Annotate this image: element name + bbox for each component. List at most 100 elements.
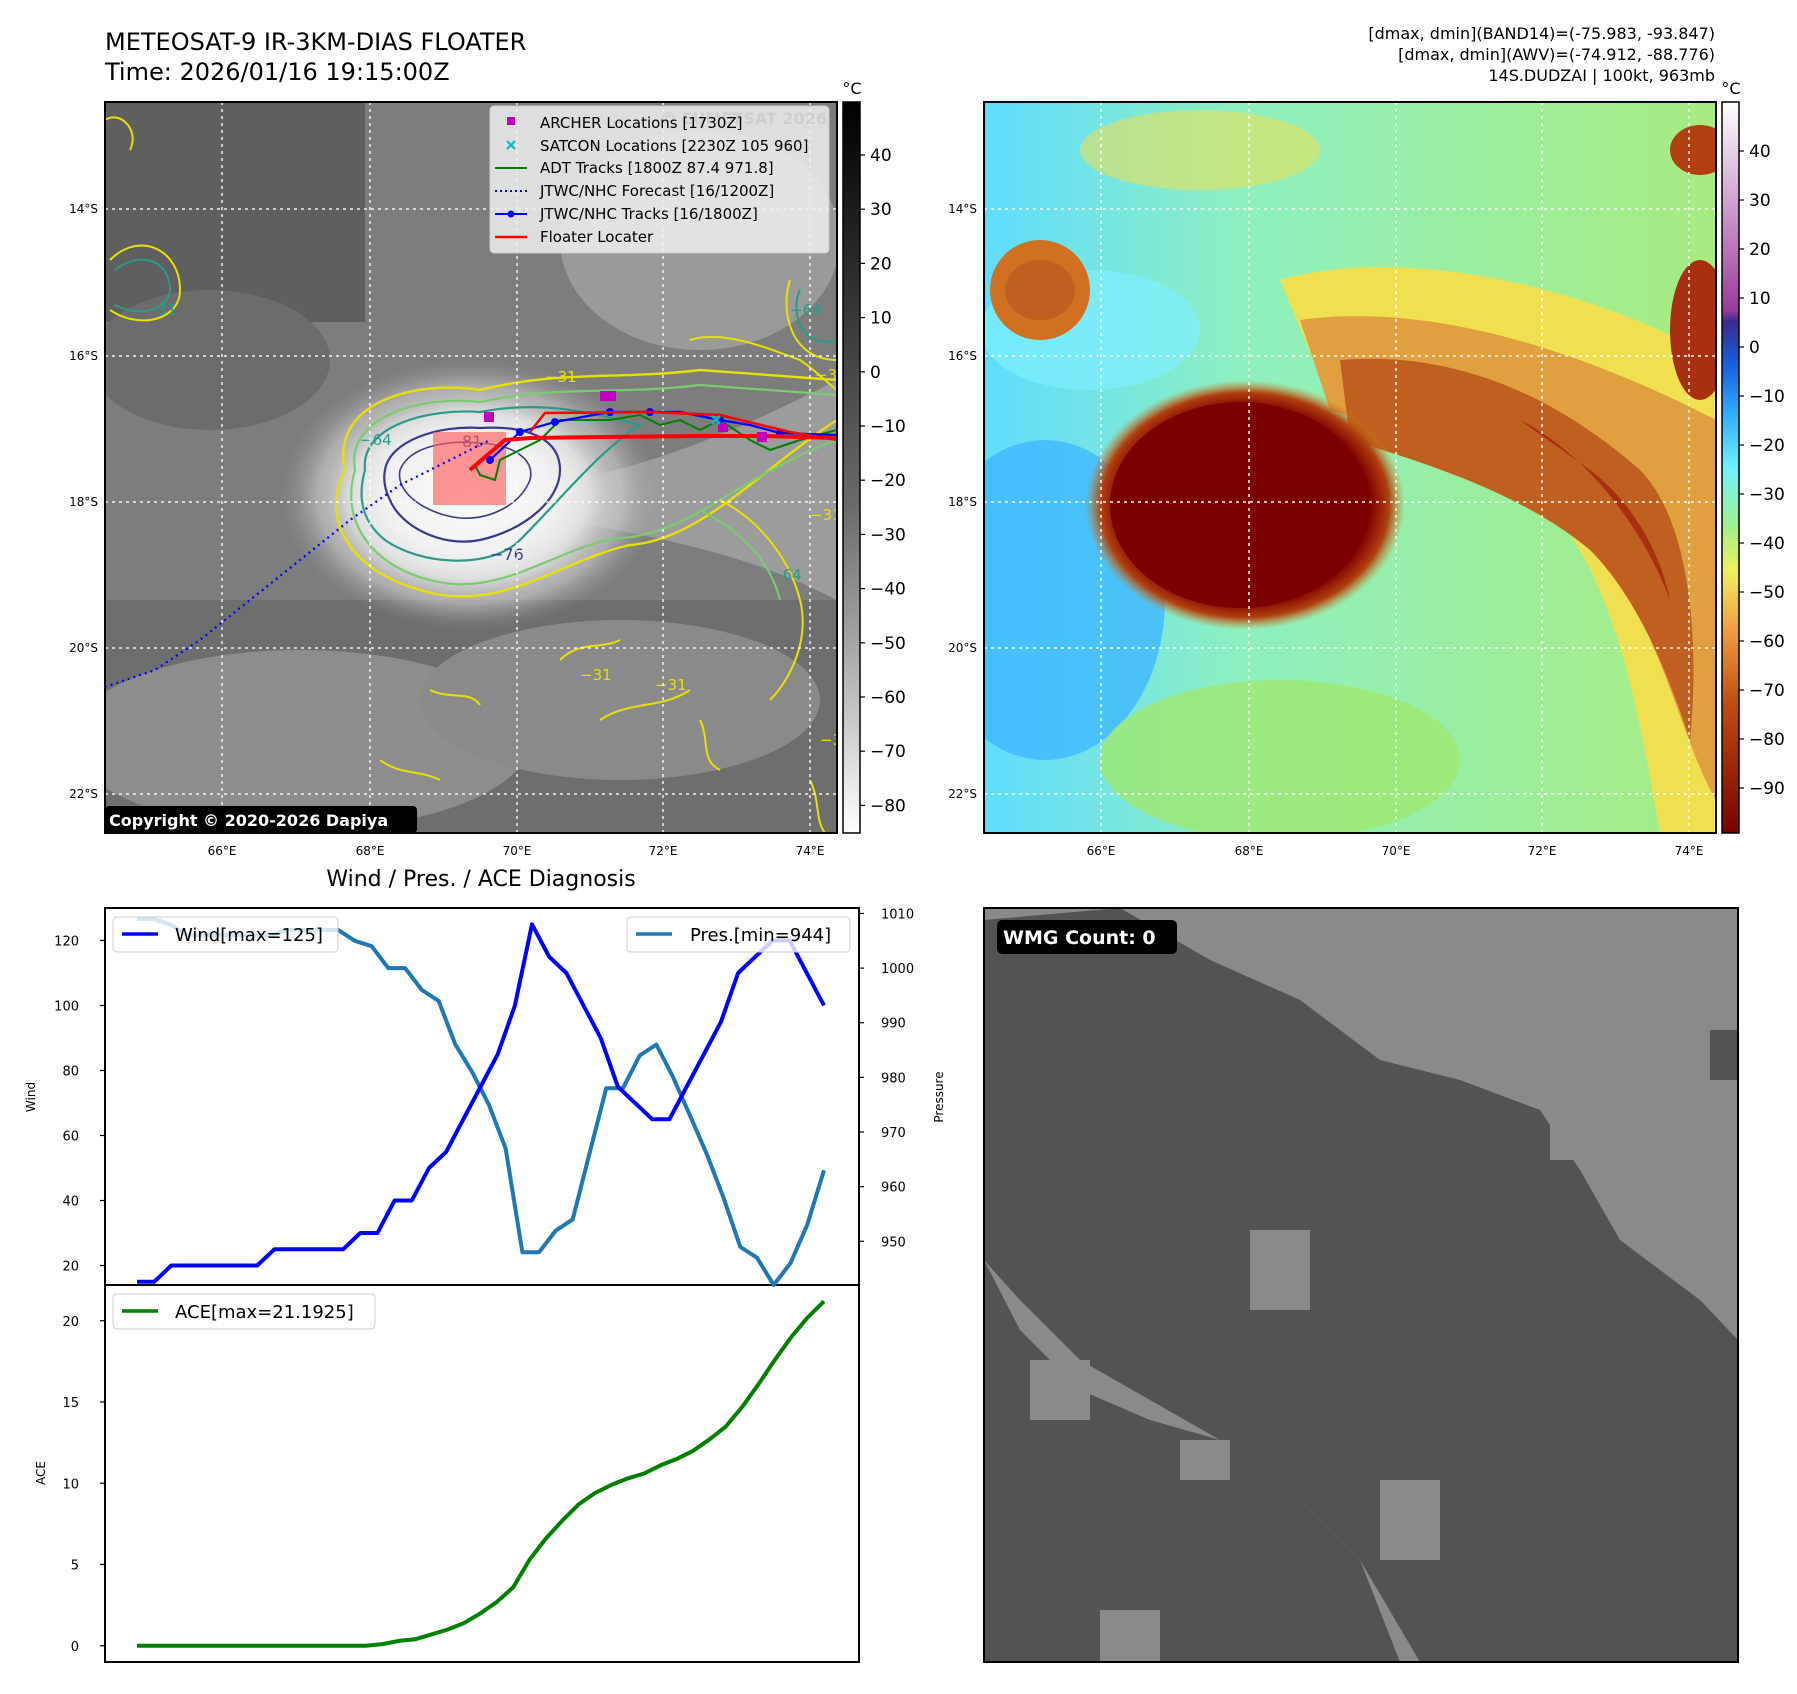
awv-lon-label: 66°E [1087,844,1116,858]
colorbar-tick-label: 30 [870,200,892,220]
colorbar-tick-label: −40 [1749,534,1785,554]
ir-contour-label: −64 [790,301,822,319]
legend-archer-label: ARCHER Locations [1730Z] [540,114,743,132]
awv-lat-label: 22°S [948,787,977,801]
ace-tick-label: 5 [71,1559,79,1574]
ir-lon-label: 72°E [649,844,678,858]
colorbar-tick-label: −20 [1749,436,1785,456]
wind-tick-label: 80 [62,1065,79,1080]
contour-64 [360,405,643,562]
ir-contour-label: −31 [655,676,687,694]
contour-76 [383,426,562,543]
ir-colorbar-ticks: 40 30 20 10 0 −10 −20 −30 −40 −50 −60 −70 −80 [860,146,906,816]
ace-tick-label: 0 [71,1640,79,1655]
colorbar-tick-label: −10 [870,417,906,437]
adt-track [474,413,837,482]
legend-jtwc-marker [495,210,527,218]
ace-tick-label: 20 [62,1315,79,1330]
ir-contour-label: −31 [815,366,847,384]
ir-contour-label: −31 [810,506,842,524]
ir-contour-label: −64 [770,566,802,584]
ir-lon-label: 68°E [356,844,385,858]
wind-axis: 120 100 80 60 40 20 [54,935,105,1275]
colorbar-tick-label: 0 [1749,338,1760,358]
diagnosis-title: Wind / Pres. / ACE Diagnosis [326,867,635,892]
ir-lon-label: 74°E [796,844,825,858]
awv-colorbar [1721,101,1740,834]
wmg-panel: WMG Count: 0 [983,907,1739,1663]
wind-tick-label: 100 [54,1000,79,1015]
ir-lat-label: 14°S [69,202,98,216]
ir-lat-label: 16°S [69,349,98,363]
ir-colorbar-unit: °C [842,79,861,98]
wind-axis-label: Wind [24,1082,38,1112]
awv-lon-label: 74°E [1675,844,1704,858]
wind-tick-label: 40 [62,1195,79,1210]
pressure-legend-label: Pres.[min=944] [690,925,831,946]
legend-satcon-label: SATCON Locations [2230Z 105 960] [540,137,808,155]
colorbar-tick-label: −50 [1749,583,1785,603]
colorbar-tick-label: 10 [1749,289,1771,309]
awv-lat-label: 18°S [948,495,977,509]
colorbar-tick-label: −60 [870,688,906,708]
ace-legend-label: ACE[max=21.1925] [175,1302,354,1323]
ir-legend: © EUMETSAT 2026 ARCHER Locations [1730Z]… [489,105,830,254]
awv-image [984,102,1716,833]
wind-tick-label: 120 [54,935,79,950]
colorbar-tick-label: 10 [870,309,892,329]
colorbar-tick-label: −10 [1749,387,1785,407]
colorbar-tick-label: −80 [870,796,906,816]
colorbar-tick-label: −20 [870,471,906,491]
colorbar-tick-label: −80 [1749,730,1785,750]
legend-jtwc-label: JTWC/NHC Tracks [16/1800Z] [539,205,758,223]
colorbar-tick-label: −90 [1749,779,1785,799]
wind-tick-label: 60 [62,1130,79,1145]
diagnosis-panel: Wind / Pres. / ACE Diagnosis 120 100 80 60 4… [24,867,946,1663]
ir-contour-label: −76 [490,545,524,564]
awv-colorbar-unit: °C [1721,79,1740,98]
ir-colorbar [842,101,861,834]
colorbar-tick-label: 20 [870,254,892,274]
colorbar-tick-label: 40 [1749,142,1771,162]
pressure-tick-label: 960 [881,1181,906,1196]
wind-tick-label: 20 [62,1260,79,1275]
ace-legend: ACE[max=21.1925] [112,1293,376,1330]
pressure-tick-label: 1010 [881,907,914,922]
colorbar-tick-label: 40 [870,146,892,166]
colorbar-tick-label: −40 [870,580,906,600]
wind-series-line [137,922,826,1284]
pressure-tick-label: 980 [881,1071,906,1086]
ace-tick-label: 15 [62,1396,79,1411]
colorbar-tick-label: −30 [870,525,906,545]
colorbar-tick-label: 20 [1749,240,1771,260]
pressure-legend: Pres.[min=944] [626,916,851,953]
ir-contour-label: −64 [360,431,392,449]
ir-lon-label: 70°E [503,844,532,858]
ir-contour-label: −31 [580,666,612,684]
wind-legend: Wind[max=125] [112,916,339,953]
ace-axis: 20 15 10 5 0 [62,1315,105,1655]
ace-axis-label: ACE [34,1461,48,1485]
legend-archer-marker [507,117,515,125]
colorbar-tick-label: −50 [870,634,906,654]
awv-lat-label: 20°S [948,641,977,655]
awv-lat-label: 14°S [948,202,977,216]
legend-forecast-label: JTWC/NHC Forecast [16/1200Z] [539,182,774,200]
jtwc-forecast-track [105,439,491,689]
ir-lat-label: 20°S [69,641,98,655]
ir-lat-label: 22°S [69,787,98,801]
ir-contour-label: −31 [145,301,177,319]
colorbar-tick-label: −70 [870,742,906,762]
legend-adt-label: ADT Tracks [1800Z 87.4 971.8] [540,159,774,177]
awv-panel: 14°S 16°S 18°S 20°S 22°S 66°E 68°E 70°E … [948,79,1785,858]
colorbar-tick-label: −60 [1749,632,1785,652]
pressure-tick-label: 990 [881,1017,906,1032]
ace-series-line [137,1299,826,1648]
pressure-axis: 1010 1000 990 980 970 960 950 [859,907,914,1250]
awv-lon-label: 68°E [1235,844,1264,858]
wind-legend-label: Wind[max=125] [175,925,323,946]
ir-panel: −31 −31 −31 −64 −64 −64 81 −76 −31 −31 −… [69,79,906,858]
legend-floater-label: Floater Locater [540,228,654,246]
pressure-tick-label: 1000 [881,962,914,977]
